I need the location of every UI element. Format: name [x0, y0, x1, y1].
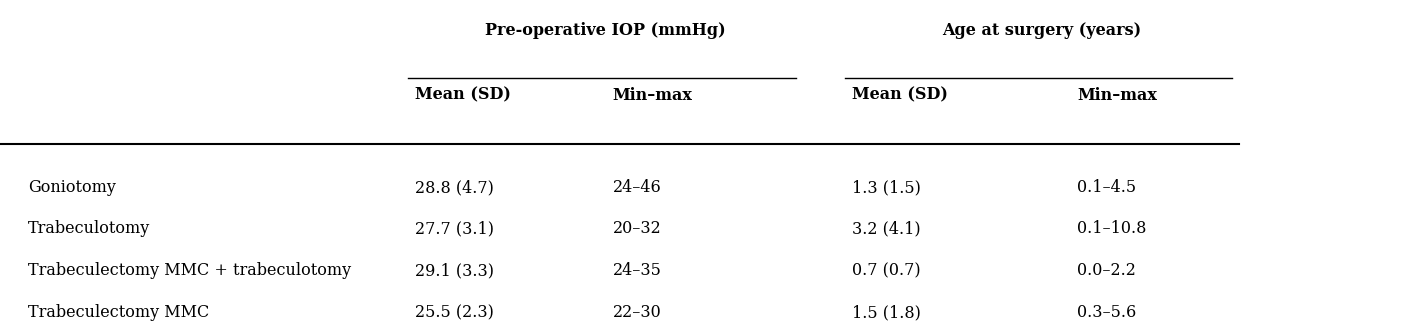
Text: Pre-operative IOP (mmHg): Pre-operative IOP (mmHg) — [486, 22, 725, 39]
Text: 22–30: 22–30 — [612, 304, 662, 321]
Text: Trabeculotomy: Trabeculotomy — [28, 220, 151, 237]
Text: Mean (SD): Mean (SD) — [852, 87, 948, 104]
Text: 0.1–10.8: 0.1–10.8 — [1077, 220, 1146, 237]
Text: 27.7 (3.1): 27.7 (3.1) — [415, 220, 494, 237]
Text: 0.7 (0.7): 0.7 (0.7) — [852, 262, 921, 279]
Text: Goniotomy: Goniotomy — [28, 179, 115, 196]
Text: 1.3 (1.5): 1.3 (1.5) — [852, 179, 921, 196]
Text: Mean (SD): Mean (SD) — [415, 87, 511, 104]
Text: 0.3–5.6: 0.3–5.6 — [1077, 304, 1136, 321]
Text: Trabeculectomy MMC: Trabeculectomy MMC — [28, 304, 210, 321]
Text: Age at surgery (years): Age at surgery (years) — [942, 22, 1142, 39]
Text: 0.1–4.5: 0.1–4.5 — [1077, 179, 1136, 196]
Text: 24–35: 24–35 — [612, 262, 662, 279]
Text: Min–max: Min–max — [612, 87, 693, 104]
Text: 20–32: 20–32 — [612, 220, 662, 237]
Text: 25.5 (2.3): 25.5 (2.3) — [415, 304, 494, 321]
Text: 24–46: 24–46 — [612, 179, 662, 196]
Text: 29.1 (3.3): 29.1 (3.3) — [415, 262, 494, 279]
Text: Min–max: Min–max — [1077, 87, 1157, 104]
Text: 1.5 (1.8): 1.5 (1.8) — [852, 304, 921, 321]
Text: 0.0–2.2: 0.0–2.2 — [1077, 262, 1136, 279]
Text: Trabeculectomy MMC + trabeculotomy: Trabeculectomy MMC + trabeculotomy — [28, 262, 351, 279]
Text: 3.2 (4.1): 3.2 (4.1) — [852, 220, 921, 237]
Text: 28.8 (4.7): 28.8 (4.7) — [415, 179, 494, 196]
